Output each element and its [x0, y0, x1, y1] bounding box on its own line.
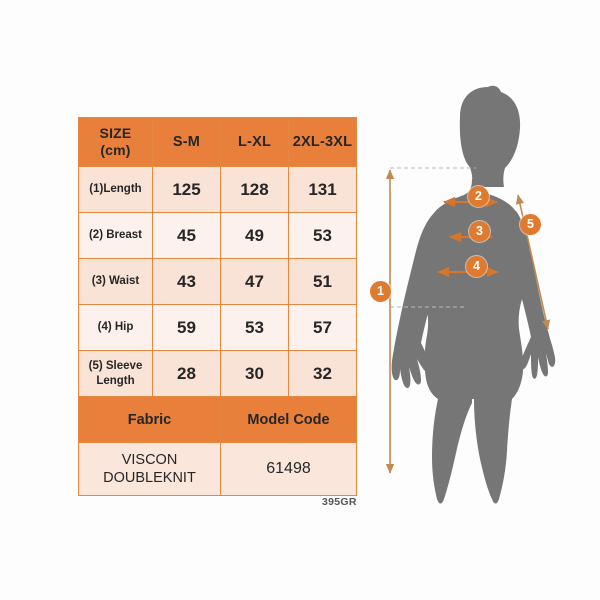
column-header-model-code: Model Code: [220, 396, 357, 443]
table-row-footer-headers: Fabric Model Code: [78, 396, 357, 443]
table-row-hip: (4) Hip 59 53 57: [78, 304, 357, 351]
table-header-row: SIZE (cm) S-M L-XL 2XL-3XL: [78, 117, 357, 167]
column-header-fabric: Fabric: [78, 396, 221, 443]
table-row-waist: (3) Waist 43 47 51: [78, 258, 357, 305]
size-header-line2: (cm): [100, 142, 131, 158]
mannequin-silhouette-svg: [385, 85, 556, 504]
row-label-waist: (3) Waist: [78, 258, 153, 305]
cell-breast-2xl-3xl: 53: [288, 212, 357, 259]
cell-breast-l-xl: 49: [220, 212, 289, 259]
cell-breast-s-m: 45: [152, 212, 221, 259]
measure-marker-5: 5: [520, 214, 541, 235]
row-label-hip: (4) Hip: [78, 304, 153, 351]
column-header-l-xl: L-XL: [220, 117, 289, 167]
silhouette-body: [391, 85, 556, 504]
table-row-breast: (2) Breast 45 49 53: [78, 212, 357, 259]
column-header-s-m: S-M: [152, 117, 221, 167]
size-chart-table: SIZE (cm) S-M L-XL 2XL-3XL (1)Length 125…: [78, 117, 357, 496]
row-label-length: (1)Length: [78, 166, 153, 213]
cell-length-2xl-3xl: 131: [288, 166, 357, 213]
table-row-footer-values: VISCON DOUBLEKNIT 61498: [78, 442, 357, 496]
row-label-breast: (2) Breast: [78, 212, 153, 259]
row-label-sleeve-length: (5) Sleeve Length: [78, 350, 153, 397]
measure-marker-2: 2: [468, 186, 489, 207]
size-header-line1: SIZE: [99, 124, 132, 141]
weight-caption: 395GR: [322, 496, 357, 508]
cell-model-code-value: 61498: [220, 442, 357, 496]
cell-sleeve-s-m: 28: [152, 350, 221, 397]
column-header-size: SIZE (cm): [78, 117, 153, 167]
cell-sleeve-2xl-3xl: 32: [288, 350, 357, 397]
cell-length-l-xl: 128: [220, 166, 289, 213]
cell-waist-2xl-3xl: 51: [288, 258, 357, 305]
cell-fabric-value: VISCON DOUBLEKNIT: [78, 442, 221, 496]
cell-waist-l-xl: 47: [220, 258, 289, 305]
cell-waist-s-m: 43: [152, 258, 221, 305]
cell-hip-s-m: 59: [152, 304, 221, 351]
cell-length-s-m: 125: [152, 166, 221, 213]
table-header: SIZE (cm) S-M L-XL 2XL-3XL: [78, 117, 357, 167]
cell-hip-l-xl: 53: [220, 304, 289, 351]
cell-hip-2xl-3xl: 57: [288, 304, 357, 351]
column-header-2xl-3xl: 2XL-3XL: [288, 117, 357, 167]
mannequin-figure: 1 2 3 4 5: [368, 75, 594, 505]
measure-length-guides: [385, 167, 476, 474]
table-row-sleeve-length: (5) Sleeve Length 28 30 32: [78, 350, 357, 397]
measure-marker-3: 3: [469, 221, 490, 242]
measure-marker-1: 1: [370, 281, 391, 302]
table-row-length: (1)Length 125 128 131: [78, 166, 357, 213]
measure-marker-4: 4: [466, 256, 487, 277]
cell-sleeve-l-xl: 30: [220, 350, 289, 397]
table-body: (1)Length 125 128 131 (2) Breast 45 49 5…: [78, 166, 357, 496]
